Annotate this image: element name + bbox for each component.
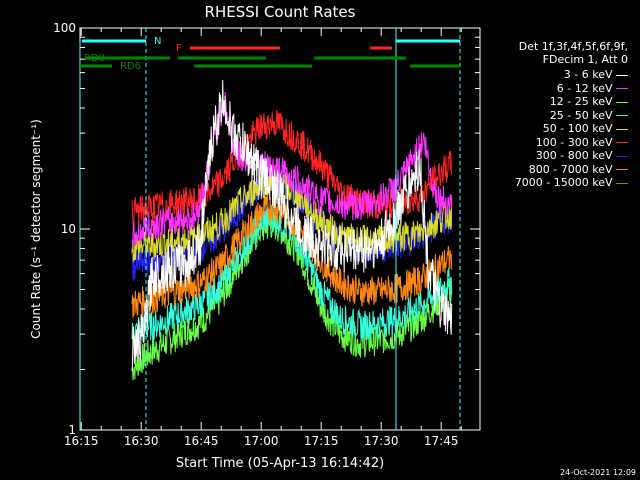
legend-entry: 300 - 800 keV <box>536 149 628 162</box>
series-line-4 <box>131 167 453 262</box>
x-tick-label: 16:15 <box>64 434 99 448</box>
legend-entry: 6 - 12 keV <box>557 82 628 95</box>
timestamp-footer: 24-Oct-2021 12:09 <box>560 468 636 477</box>
series-line-1 <box>131 91 453 250</box>
legend-entry-label: 50 - 100 keV <box>542 122 616 135</box>
legend-entry: 3 - 6 keV <box>564 68 628 81</box>
legend-entry: 800 - 7000 keV <box>529 163 628 176</box>
legend-header-line-1: Det 1f,3f,4f,5f,6f,9f, <box>518 40 628 53</box>
x-tick-label: 16:45 <box>184 434 219 448</box>
legend-swatch <box>616 128 628 130</box>
legend-swatch <box>616 88 628 89</box>
legend-swatch <box>616 142 628 143</box>
legend-entry-label: 800 - 7000 keV <box>528 162 616 176</box>
x-tick-label: 16:30 <box>124 434 159 448</box>
series-line-0 <box>131 79 453 372</box>
legend-swatch <box>616 169 628 170</box>
x-tick-label: 17:45 <box>424 434 459 448</box>
legend-entry: 25 - 50 keV <box>550 109 628 122</box>
legend-header-line-2: FDecim 1, Att 0 <box>542 53 628 66</box>
y-tick-label: 10 <box>61 222 76 236</box>
flare-label: F <box>176 43 182 54</box>
chart-title: RHESSI Count Rates <box>205 3 356 21</box>
legend-entry-label: 100 - 300 keV <box>535 135 616 149</box>
x-tick-label: 17:15 <box>304 434 339 448</box>
x-tick-label: 17:00 <box>244 434 279 448</box>
legend-entry-label: 6 - 12 keV <box>556 81 616 95</box>
legend-entry: 12 - 25 keV <box>550 95 628 108</box>
y-tick-label: 100 <box>53 21 76 35</box>
rd0-label: RD0 <box>84 53 105 64</box>
legend-entry: 7000 - 15000 keV <box>515 176 628 189</box>
legend-swatch <box>616 155 628 157</box>
night-label: N <box>154 36 161 47</box>
legend-swatch <box>616 101 628 103</box>
legend-swatch <box>616 74 628 76</box>
legend-entry-label: 3 - 6 keV <box>563 68 616 81</box>
legend-entry-label: 7000 - 15000 keV <box>514 176 616 189</box>
legend-swatch <box>616 115 628 116</box>
y-axis-label: Count Rate (s⁻¹ detector segment⁻¹) <box>29 119 43 339</box>
legend-entry-label: 25 - 50 keV <box>549 108 616 122</box>
legend-swatch <box>616 182 628 184</box>
x-axis-label: Start Time (05-Apr-13 16:14:42) <box>176 456 384 471</box>
x-tick-label: 17:30 <box>364 434 399 448</box>
legend-entry-label: 12 - 25 keV <box>549 95 616 108</box>
rd6-label: RD6 <box>120 61 141 72</box>
legend-entry-label: 300 - 800 keV <box>535 149 616 162</box>
legend-entry: 50 - 100 keV <box>543 122 628 135</box>
legend-entry: 100 - 300 keV <box>536 136 628 149</box>
series-line-6 <box>131 164 453 282</box>
y-tick-label: 1 <box>68 423 76 437</box>
